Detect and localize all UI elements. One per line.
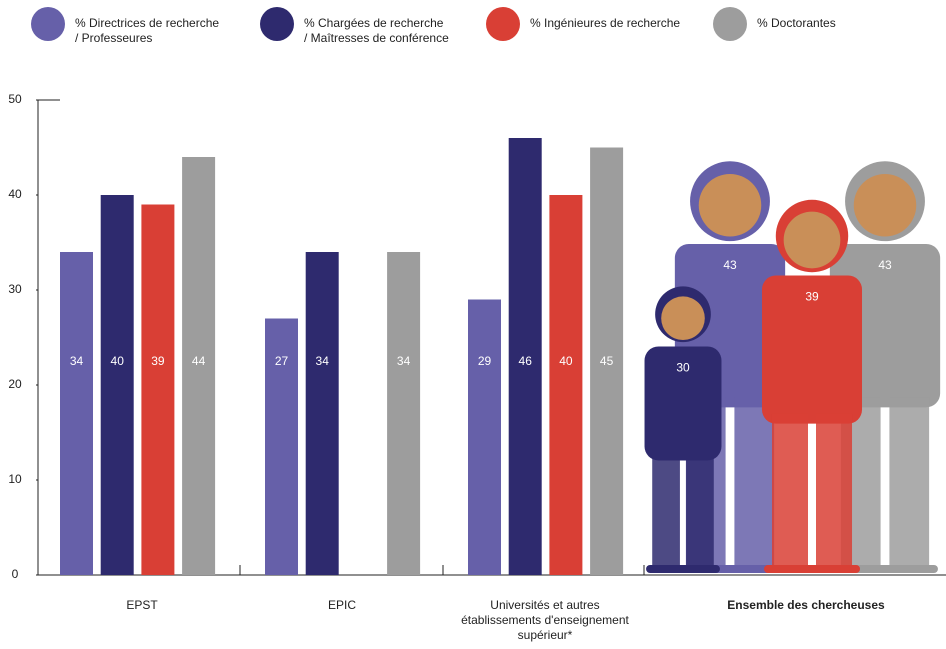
value-label: 39 <box>805 290 819 304</box>
figure-shoes <box>646 565 720 573</box>
bar <box>265 318 298 575</box>
x-tick-label: Ensemble des chercheuses <box>727 598 885 612</box>
legend-label: % Doctorantes <box>757 16 836 30</box>
value-label: 43 <box>723 258 737 272</box>
y-tick-label: 50 <box>8 92 22 106</box>
figure-leg <box>889 397 930 570</box>
y-tick-label: 0 <box>12 567 19 581</box>
legend-label: % Directrices de recherche / Professeure… <box>75 16 220 45</box>
x-tick-label: EPIC <box>327 598 356 612</box>
value-label: 45 <box>600 354 614 368</box>
figure-leg <box>771 413 808 570</box>
value-label: 40 <box>111 354 125 368</box>
figure <box>644 286 722 573</box>
value-label: 29 <box>478 354 492 368</box>
figure-head <box>698 173 762 237</box>
figure <box>761 199 863 573</box>
figure-leg <box>734 397 775 570</box>
x-tick-label: Universités et autres établissements d'e… <box>461 598 629 642</box>
bar <box>182 157 216 575</box>
bar <box>508 138 542 575</box>
value-label: 40 <box>559 354 573 368</box>
bar <box>549 195 583 575</box>
bar <box>590 147 624 575</box>
legend-label: % Chargées de recherche / Maîtresses de … <box>304 16 449 45</box>
value-label: 44 <box>192 354 206 368</box>
value-label: 34 <box>316 354 330 368</box>
figure-body <box>761 275 863 424</box>
bar <box>60 252 93 575</box>
figure-leg <box>686 450 714 570</box>
value-label: 34 <box>397 354 411 368</box>
legend-swatch <box>260 7 294 41</box>
bar <box>387 252 421 575</box>
figure-head <box>783 211 841 269</box>
legend-swatch <box>31 7 65 41</box>
value-label: 27 <box>275 354 289 368</box>
value-label: 43 <box>878 258 892 272</box>
bar <box>141 204 175 575</box>
legend-swatch <box>713 7 747 41</box>
value-label: 46 <box>519 354 533 368</box>
legend-swatch <box>486 7 520 41</box>
y-tick-label: 10 <box>8 472 22 486</box>
y-tick-label: 40 <box>8 187 22 201</box>
value-label: 34 <box>70 354 84 368</box>
figure-leg <box>816 413 853 570</box>
figure-shoes <box>763 565 861 573</box>
bar <box>305 252 339 575</box>
figure-leg <box>652 450 680 570</box>
y-tick-label: 20 <box>8 377 22 391</box>
x-tick-label: EPST <box>126 598 158 612</box>
bar <box>100 195 134 575</box>
value-label: 39 <box>151 354 165 368</box>
figure-head <box>853 173 917 237</box>
y-tick-label: 30 <box>8 282 22 296</box>
figure-body <box>644 346 722 461</box>
value-label: 30 <box>676 361 690 375</box>
legend-label: % Ingénieures de recherche <box>530 16 681 30</box>
figure-head <box>661 296 705 341</box>
bar <box>468 299 501 575</box>
